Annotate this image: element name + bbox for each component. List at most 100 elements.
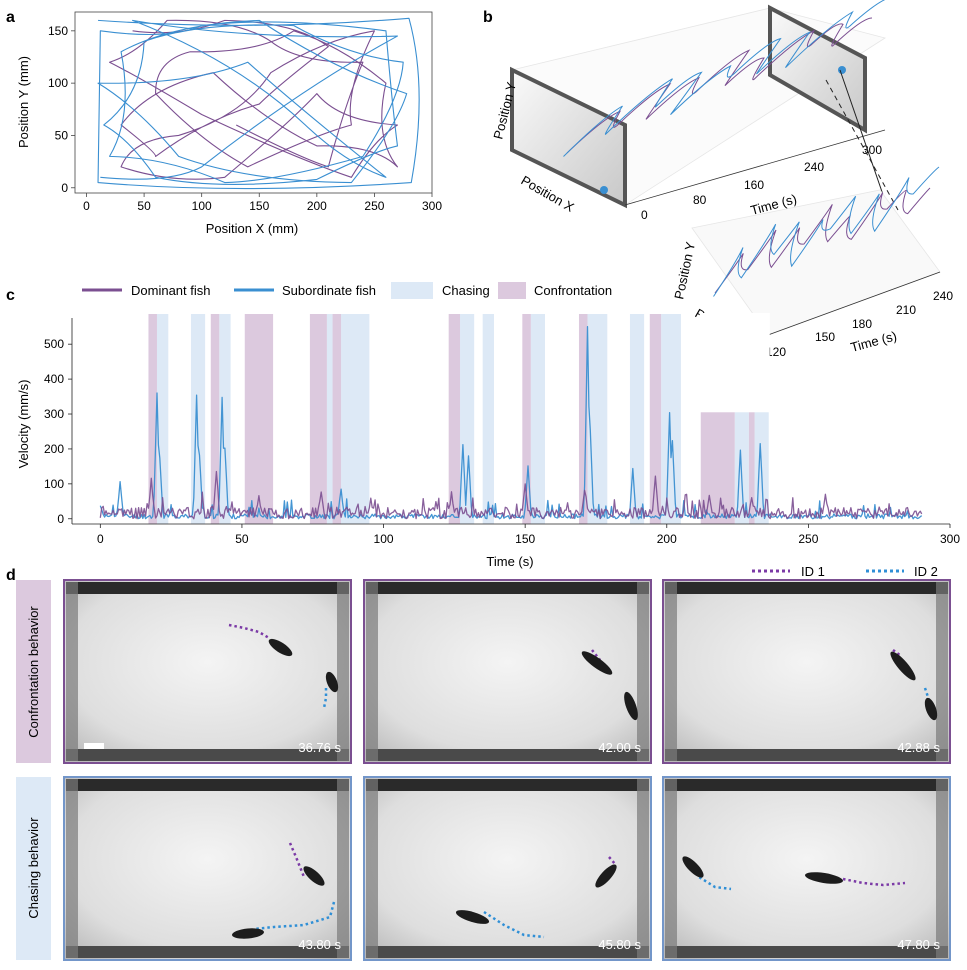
frame-timestamp: 47.80 s	[897, 937, 940, 952]
frame-panel: 47.80 s	[662, 776, 951, 961]
legend-id2-label: ID 2	[914, 564, 938, 579]
tank-bottom-wall	[66, 946, 349, 958]
panel-c-y-tick-label: 200	[44, 442, 64, 456]
fish-silhouette	[624, 691, 638, 721]
panel-c-x-tick-label: 100	[374, 532, 394, 546]
panel-b-inset-tick-0: 120	[766, 345, 786, 359]
panel-a-x-tick-label: 300	[422, 199, 442, 213]
panel-b-tick-1: 80	[693, 193, 707, 207]
panel-a-x-axis-label: Position X (mm)	[206, 221, 298, 236]
panel-b-series-group	[563, 0, 886, 157]
panel-c-x-tick-label: 50	[235, 532, 249, 546]
panel-b-inset-series-group	[713, 166, 940, 297]
panel-d-frames: 36.76 s 42.00 s 42.88 s 43.80 s 45.80 s 47.80…	[63, 579, 951, 961]
panel-c-y-tick-label: 0	[57, 512, 64, 526]
dotted-trajectory-id2	[253, 901, 336, 931]
panel-a-letter: a	[6, 9, 15, 26]
panel-c-y-axis-label: Velocity (mm/s)	[16, 380, 31, 469]
panel-c-y-tick-label: 400	[44, 372, 64, 386]
tank-bottom-wall	[366, 946, 649, 958]
panel-a-x-tick-label: 0	[83, 199, 90, 213]
tank-bottom-wall	[665, 946, 948, 958]
panel-c-y-tick-label: 500	[44, 337, 64, 351]
frame-timestamp: 42.88 s	[897, 740, 940, 755]
band-top-mask	[699, 313, 770, 413]
panel-b-tick-2: 160	[744, 178, 764, 192]
fish-silhouette	[325, 671, 339, 693]
chasing-interval-band	[219, 314, 231, 524]
panel-a-x-tick-label: 200	[307, 199, 327, 213]
panel-a-frame	[74, 11, 433, 194]
dotted-trajectory-id1	[228, 623, 270, 640]
tank-left-wall	[66, 582, 78, 761]
panel-a-subordinate-trajectory	[97, 17, 420, 190]
row-label-chasing: Chasing behavior	[26, 817, 41, 919]
panel-b-tick-3: 240	[804, 160, 824, 174]
panel-b-inset-y-label: Position Y	[671, 240, 698, 300]
tank-right-wall	[337, 582, 349, 761]
fish-silhouette	[595, 864, 617, 888]
panel-b-inset-tick-3: 210	[896, 303, 916, 317]
confrontation-interval-band	[649, 314, 662, 524]
row-label-confrontation: Confrontation behavior	[26, 606, 41, 738]
frame-panel: 43.80 s	[63, 776, 352, 961]
chasing-interval-band	[460, 314, 475, 524]
panel-c-x-tick-label: 200	[657, 532, 677, 546]
panel-b-fish-marker-end	[838, 66, 846, 74]
panel-c-letter: c	[6, 287, 15, 304]
panel-a-x-tick-label: 100	[192, 199, 212, 213]
row-label-box-chasing	[16, 777, 51, 960]
panel-c-dominant-velocity-line	[99, 470, 923, 520]
legend-chasing-swatch	[391, 282, 433, 299]
confrontation-interval-band	[148, 314, 157, 524]
fish-silhouette	[890, 651, 916, 681]
panel-c-y-ticks: 0 100 200 300 400 500	[44, 337, 72, 526]
panel-d-legend: ID 1 ID 2	[752, 564, 938, 579]
fish-silhouette	[581, 651, 613, 675]
panel-b-zoom-line-dashed	[825, 79, 899, 211]
tank-left-wall	[665, 582, 677, 761]
panel-a-y-tick-label: 150	[48, 24, 68, 38]
confrontation-interval-band	[448, 314, 461, 524]
legend-id1-label: ID 1	[801, 564, 825, 579]
dotted-trajectory-id1	[842, 877, 906, 887]
dotted-trajectory-id1	[892, 649, 902, 657]
panel-a-x-ticks: 0 50 100 150 200 250 300	[83, 193, 442, 213]
panel-a-y-tick-label: 50	[55, 128, 69, 142]
panel-c-x-tick-label: 150	[515, 532, 535, 546]
legend-dominant-label: Dominant fish	[131, 283, 210, 298]
panel-a-x-tick-label: 250	[364, 199, 384, 213]
chasing-interval-band	[587, 314, 608, 524]
chasing-interval-band	[482, 314, 495, 524]
fish-silhouette	[231, 928, 265, 939]
panel-a-y-axis-label: Position Y (mm)	[16, 56, 31, 148]
panel-b-inset-tick-4: 240	[933, 289, 953, 303]
confrontation-interval-band	[748, 314, 755, 524]
frame-image	[363, 776, 652, 961]
panel-a-y-ticks: 0 50 100 150	[48, 24, 75, 195]
panel-b-fish-marker-start	[600, 186, 608, 194]
panel-c-y-tick-label: 100	[44, 477, 64, 491]
tank-right-wall	[936, 582, 948, 761]
tank-top-wall	[665, 779, 948, 791]
tank-bottom-wall	[66, 749, 349, 761]
tank-left-wall	[366, 779, 378, 958]
tank-right-wall	[637, 779, 649, 958]
frame-timestamp: 42.00 s	[598, 740, 641, 755]
fish-silhouette	[924, 697, 938, 721]
tank-left-wall	[665, 779, 677, 958]
panel-a-x-tick-label: 150	[249, 199, 269, 213]
tank-right-wall	[637, 582, 649, 761]
legend-confrontation-swatch	[498, 282, 526, 299]
panel-c-legend: Dominant fish Subordinate fish Chasing C…	[82, 282, 612, 299]
chasing-interval-band	[661, 314, 681, 524]
panel-b-tick-0: 0	[641, 208, 648, 222]
tank-top-wall	[366, 582, 649, 594]
panel-c-x-ticks: 0 50 100 150 200 250 300	[97, 524, 960, 546]
frame-timestamp: 45.80 s	[598, 937, 641, 952]
panel-b-tick-4: 300	[862, 143, 882, 157]
confrontation-interval-band	[244, 314, 274, 524]
panel-c-y-tick-label: 300	[44, 407, 64, 421]
tank-left-wall	[366, 582, 378, 761]
panel-c-x-axis-label: Time (s)	[486, 554, 533, 569]
